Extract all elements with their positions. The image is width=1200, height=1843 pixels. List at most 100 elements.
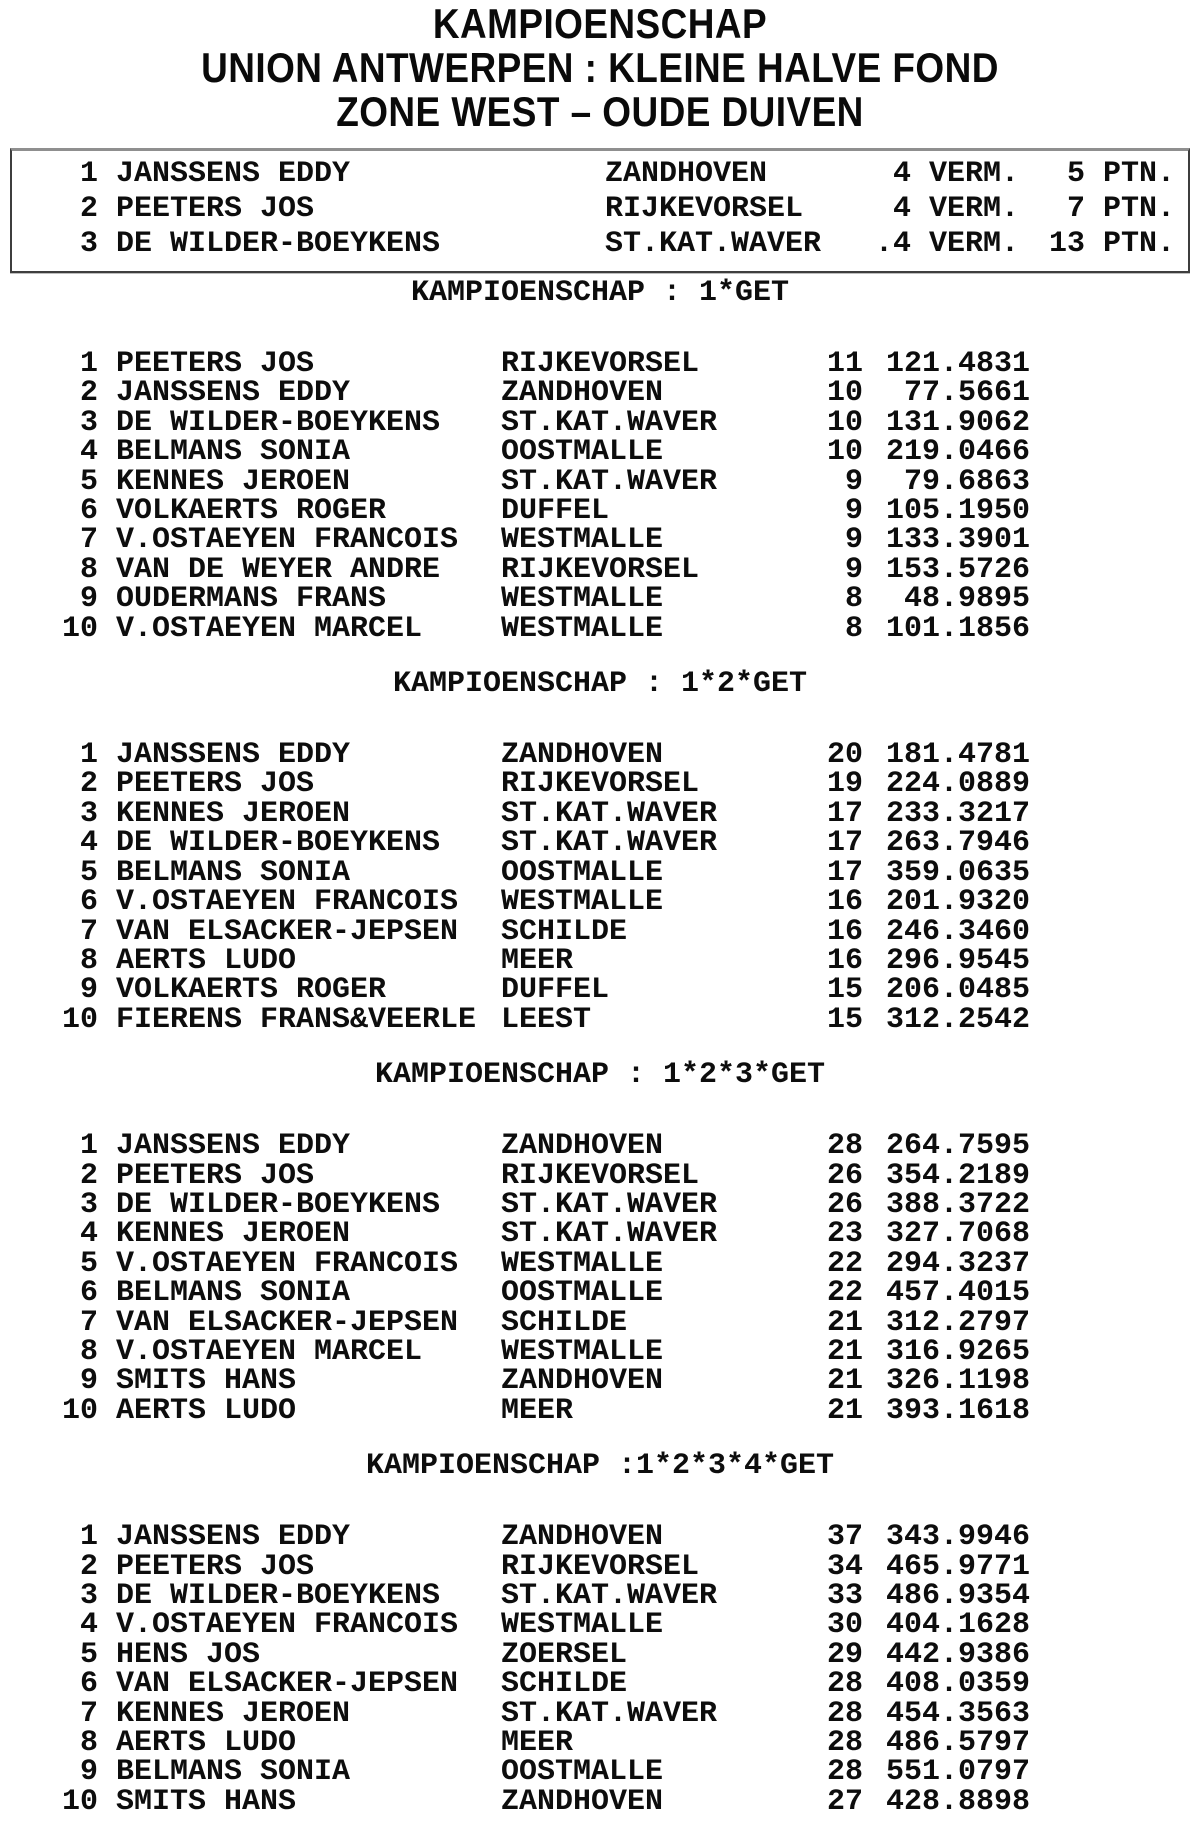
coefficient-value: 246.3460 [885, 914, 1030, 949]
table-row: 3 DE WILDER-BOEYKENS ST.KAT.WAVER 33 486.935… [62, 1579, 1200, 1613]
fancier-name: JANSSENS EDDY [116, 376, 351, 411]
town-name: ST.KAT.WAVER [501, 826, 718, 861]
fancier-name: BELMANS SONIA [116, 1276, 351, 1311]
town-name: ST.KAT.WAVER [501, 1579, 718, 1613]
rank-number: 5 [79, 1246, 98, 1281]
rank-number: 7 [79, 1696, 98, 1731]
coefficient-value: 133.3901 [885, 523, 1030, 558]
fancier-name: SMITS HANS [116, 1364, 297, 1399]
prize-count: 10 [826, 376, 863, 411]
town-name: ZANDHOVEN [501, 1520, 664, 1555]
rank-number: 10 [62, 1393, 99, 1428]
coefficient-value: 354.2189 [885, 1158, 1030, 1193]
prize-count: 16 [826, 943, 863, 978]
coefficient-value: 457.4015 [885, 1276, 1030, 1311]
rank-number: 3 [79, 405, 98, 440]
coefficient-value: 388.3722 [885, 1187, 1030, 1222]
rank-number: 8 [79, 1334, 98, 1369]
rank-number: 9 [79, 973, 98, 1008]
coefficient-value: 359.0635 [885, 855, 1030, 890]
fancier-name: AERTS LUDO [116, 1393, 297, 1428]
prize-count: 21 [826, 1305, 863, 1340]
table-row: 2 JANSSENS EDDY ZANDHOVEN 10 77.5661 [62, 376, 1200, 411]
rank-number: 5 [79, 855, 98, 890]
table-row: 2 PEETERS JOS RIJKEVORSEL 26 354.2189 [62, 1158, 1200, 1193]
town-name: DUFFEL [501, 494, 610, 529]
table-row: 8 AERTS LUDO MEER 28 486.5797 [62, 1726, 1200, 1761]
prize-count: 21 [826, 1334, 863, 1369]
fancier-name: V.OSTAEYEN FRANCOIS [116, 885, 459, 920]
rank-number: 1 [79, 157, 98, 191]
fancier-name: BELMANS SONIA [116, 855, 351, 890]
fancier-name: JANSSENS EDDY [116, 1520, 351, 1555]
coefficient-value: 153.5726 [885, 552, 1030, 587]
rank-number: 4 [79, 826, 98, 861]
coefficient-value: 486.5797 [885, 1726, 1030, 1761]
rank-number: 7 [79, 523, 98, 558]
fancier-name: DE WILDER-BOEYKENS [116, 1187, 441, 1222]
fancier-name: AERTS LUDO [116, 1726, 297, 1761]
ranking-table: 1 PEETERS JOS RIJKEVORSEL 11 121.4831 2 JANSS… [0, 347, 1200, 644]
coefficient-value: 131.9062 [885, 405, 1030, 440]
rank-number: 4 [79, 435, 98, 470]
coefficient-value: 181.4781 [885, 738, 1030, 773]
fancier-name: PEETERS JOS [116, 767, 315, 802]
points-value: 13 [1049, 227, 1086, 261]
prize-count: 10 [826, 435, 863, 470]
championship-sections: KAMPIOENSCHAP : 1*GET 1 PEETERS JOS RIJKEV… [0, 278, 1200, 1819]
fancier-name: PEETERS JOS [116, 1549, 315, 1584]
prize-count: 23 [826, 1217, 863, 1252]
fancier-name: V.OSTAEYEN FRANCOIS [116, 1608, 459, 1643]
fancier-name: SMITS HANS [116, 1784, 297, 1819]
ranking-table: 1 JANSSENS EDDY ZANDHOVEN 28 264.7595 2 PEETE… [0, 1129, 1200, 1428]
prize-count: 28 [826, 1667, 863, 1702]
fancier-name: DE WILDER-BOEYKENS [116, 405, 441, 440]
prize-count: 19 [826, 767, 863, 802]
coefficient-value: 404.1628 [885, 1608, 1030, 1643]
prize-count: 21 [826, 1364, 863, 1399]
table-row: 8 AERTS LUDO MEER 16 296.9545 [62, 943, 1200, 978]
rank-number: 3 [79, 1187, 98, 1222]
coefficient-value: 551.0797 [885, 1755, 1030, 1790]
rank-number: 9 [79, 1364, 98, 1399]
document-title-line-1: KAMPIOENSCHAP [432, 0, 768, 47]
prize-count: 16 [826, 885, 863, 920]
town-name: WESTMALLE [501, 1608, 664, 1643]
points-label: PTN. [1103, 192, 1176, 226]
fancier-name: HENS JOS [116, 1637, 261, 1672]
fancier-name: DE WILDER-BOEYKENS [116, 826, 441, 861]
table-row: 1 JANSSENS EDDY ZANDHOVEN 28 264.7595 [62, 1129, 1200, 1164]
prize-count: 33 [826, 1579, 863, 1613]
table-row: 8 V.OSTAEYEN MARCEL WESTMALLE 21 316.9265 [62, 1334, 1200, 1369]
town-name: ST.KAT.WAVER [501, 405, 718, 440]
prize-count: 28 [826, 1755, 863, 1790]
coefficient-value: 296.9545 [885, 943, 1030, 978]
town-name: ZOERSEL [501, 1637, 628, 1672]
town-name: ZANDHOVEN [501, 738, 664, 773]
fancier-name: PEETERS JOS [116, 347, 315, 381]
fancier-name: BELMANS SONIA [116, 435, 351, 470]
fancier-name: JANSSENS EDDY [116, 738, 351, 773]
fancier-name: JANSSENS EDDY [116, 1129, 351, 1164]
coefficient-value: 77.5661 [903, 376, 1030, 411]
town-name: RIJKEVORSEL [501, 347, 700, 381]
verm-count: 4 [892, 192, 911, 226]
prize-count: 10 [826, 405, 863, 440]
points-label: PTN. [1103, 227, 1176, 261]
town-name: OOSTMALLE [501, 435, 664, 470]
rank-number: 2 [79, 1158, 98, 1193]
table-row: 4 KENNES JEROEN ST.KAT.WAVER 23 327.7068 [62, 1217, 1200, 1252]
town-name: ZANDHOVEN [501, 376, 664, 411]
town-name: SCHILDE [501, 914, 628, 949]
table-row: 5 V.OSTAEYEN FRANCOIS WESTMALLE 22 294.3237 [62, 1246, 1200, 1281]
town-name: ZANDHOVEN [605, 157, 768, 191]
verm-label: VERM. [929, 157, 1020, 191]
town-name: ZANDHOVEN [501, 1784, 664, 1819]
fancier-name: VOLKAERTS ROGER [116, 494, 387, 529]
fancier-name: JANSSENS EDDY [116, 157, 351, 191]
points-value: 5 [1067, 157, 1086, 191]
table-row: 10 SMITS HANS ZANDHOVEN 27 428.8898 [62, 1784, 1200, 1819]
fancier-name: KENNES JEROEN [116, 464, 351, 499]
rank-number: 1 [79, 347, 98, 381]
